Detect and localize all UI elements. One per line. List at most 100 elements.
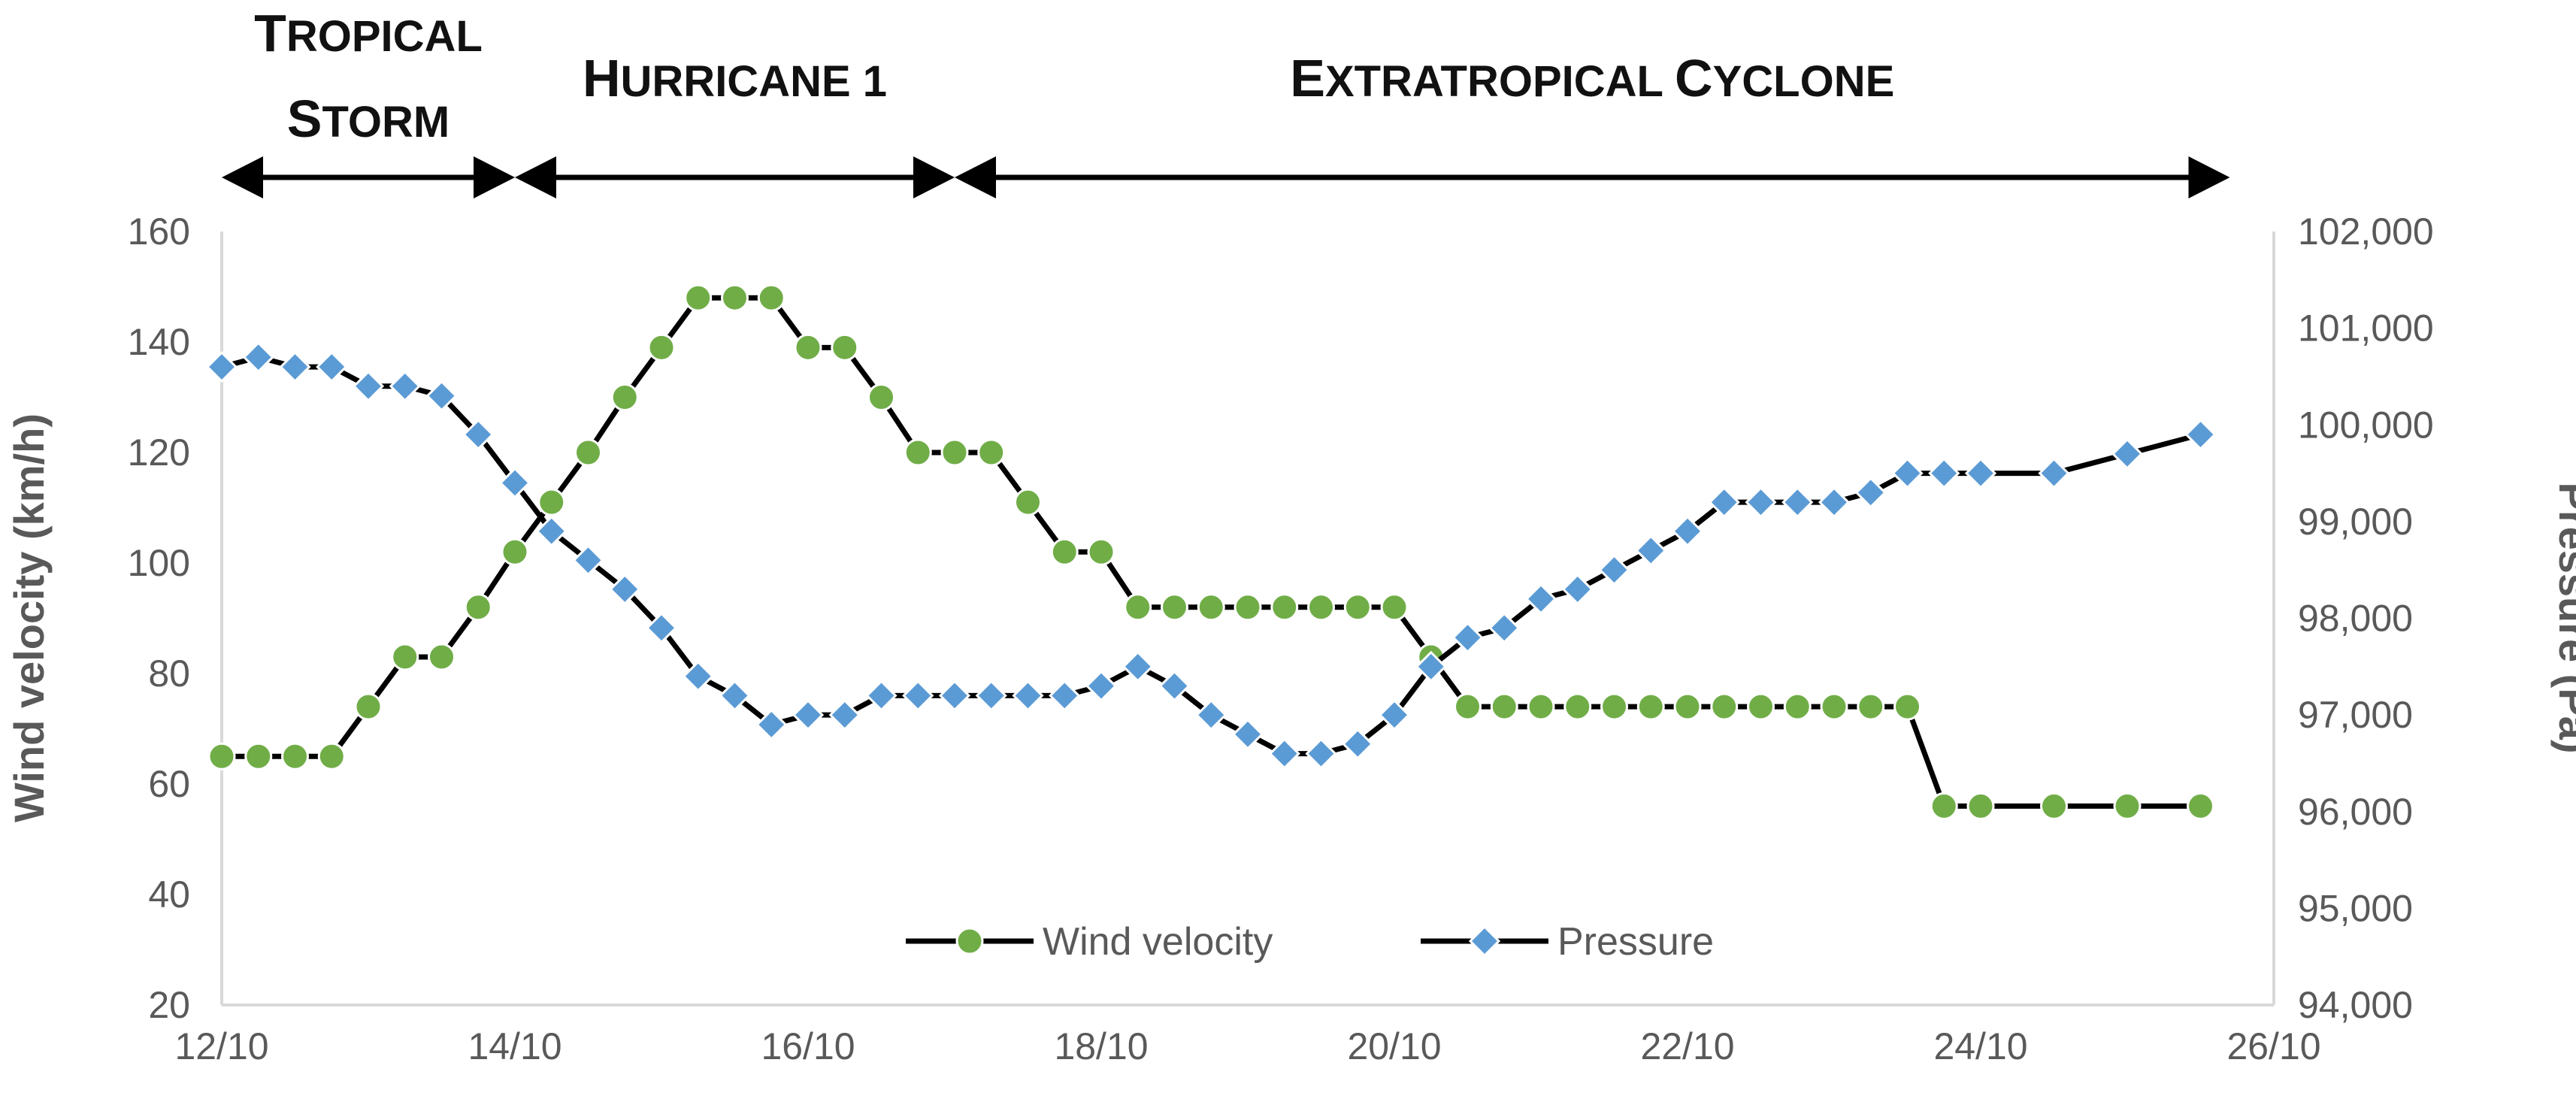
x-tick-label: 14/10 xyxy=(468,1025,562,1067)
wind-velocity-point xyxy=(1197,593,1225,622)
pressure-point xyxy=(1745,486,1777,519)
wind-velocity-point xyxy=(1527,692,1555,721)
stage-title: STORM xyxy=(287,89,450,148)
pressure-point xyxy=(938,680,971,712)
x-tick-label: 20/10 xyxy=(1347,1025,1441,1067)
pressure-point xyxy=(1964,457,1997,489)
wind-velocity-point xyxy=(1343,593,1372,622)
stage-arrow-head-left xyxy=(955,156,996,198)
wind-velocity-point xyxy=(904,438,932,467)
stage-arrow-head-right xyxy=(474,156,515,198)
storm-stage-annotations: TROPICAL STORM HURRICANE 1 EXTRATROPICAL CY… xyxy=(222,4,2230,198)
wind-velocity-point xyxy=(464,593,492,622)
left-tick-label: 120 xyxy=(128,431,190,474)
pressure-point xyxy=(425,380,458,412)
right-tick-label: 100,000 xyxy=(2298,404,2434,446)
left-tick-label: 80 xyxy=(148,652,190,695)
wind-velocity-point xyxy=(1857,692,1885,721)
wind-velocity-point xyxy=(1490,692,1518,721)
wind-velocity-point xyxy=(391,643,419,671)
left-tick-label: 100 xyxy=(128,542,190,584)
pressure-point xyxy=(1049,680,1081,712)
pressure-point xyxy=(389,370,421,402)
wind-velocity-point xyxy=(1234,593,1262,622)
left-axis-title: Wind velocity (km/h) xyxy=(5,413,53,822)
right-axis-title: Pressure (Pa) xyxy=(2550,482,2576,753)
pressure-point xyxy=(498,467,531,499)
left-tick-label: 60 xyxy=(148,763,190,805)
pressure-point xyxy=(1708,486,1740,519)
pressure-point xyxy=(1415,650,1447,683)
pressure-point xyxy=(2184,418,2217,451)
pressure-point xyxy=(1451,622,1484,654)
wind-velocity-point xyxy=(1747,692,1775,721)
legend-label-wind-velocity: Wind velocity xyxy=(1043,920,1273,964)
pressure-point xyxy=(719,680,751,712)
pressure-point xyxy=(682,660,714,692)
legend-label-pressure: Pressure xyxy=(1557,920,1714,964)
x-tick-label: 16/10 xyxy=(761,1025,855,1067)
wind-velocity-point xyxy=(794,333,822,362)
x-tick-label: 18/10 xyxy=(1054,1025,1148,1067)
wind-velocity-point xyxy=(2040,792,2068,820)
right-tick-label: 102,000 xyxy=(2298,210,2434,253)
pressure-point xyxy=(316,350,348,383)
pressure-point xyxy=(1561,573,1594,606)
pressure-point xyxy=(865,680,898,712)
x-tick-label: 12/10 xyxy=(174,1025,268,1067)
left-axis-ticks: 20 40 60 80 100 120 140 160 xyxy=(128,210,190,1026)
wind-velocity-point xyxy=(647,333,676,362)
pressure-point xyxy=(1891,457,1924,489)
pressure-point xyxy=(1854,477,1887,509)
pressure-point xyxy=(645,612,678,644)
wind-velocity-point xyxy=(1124,593,1152,622)
pressure-point xyxy=(1195,699,1227,731)
pressure-point xyxy=(609,573,641,606)
x-tick-label: 24/10 xyxy=(1933,1025,2027,1067)
pressure-point xyxy=(462,418,495,451)
pressure-point xyxy=(242,341,274,374)
pressure-point xyxy=(1635,534,1667,567)
wind-velocity-point xyxy=(1161,593,1188,622)
pressure-point xyxy=(1928,457,1960,489)
wind-velocity-point xyxy=(428,643,456,671)
wind-velocity-point xyxy=(281,742,309,770)
stage-arrow-head-left xyxy=(222,156,263,198)
pressure-point xyxy=(828,699,861,731)
right-tick-label: 98,000 xyxy=(2298,598,2413,640)
pressure-point xyxy=(1598,554,1630,586)
wind-velocity-line xyxy=(222,295,2201,809)
wind-velocity-point xyxy=(1966,792,1995,820)
left-tick-label: 20 xyxy=(148,984,190,1026)
wind-velocity-point xyxy=(977,438,1006,467)
pressure-point xyxy=(1305,737,1337,770)
wind-velocity-point xyxy=(354,692,383,721)
pressure-point xyxy=(1342,728,1374,760)
stage-arrow-head-left xyxy=(515,156,556,198)
wind-velocity-point xyxy=(610,383,639,411)
pressure-point xyxy=(535,515,568,547)
pressure-point xyxy=(352,370,385,402)
wind-velocity-point xyxy=(1636,692,1665,721)
wind-velocity-point xyxy=(1820,692,1848,721)
stage-title: EXTRATROPICAL CYCLONE xyxy=(1290,49,1894,107)
legend: Wind velocity Pressure xyxy=(906,920,1714,964)
wind-velocity-point xyxy=(1014,488,1042,516)
right-tick-label: 97,000 xyxy=(2298,694,2413,736)
pressure-point xyxy=(1158,670,1191,702)
pressure-point xyxy=(1378,699,1411,731)
pressure-point xyxy=(1488,612,1521,644)
x-axis-ticks: 12/10 14/10 16/10 18/10 20/10 22/10 24/10 26/10 xyxy=(174,1025,2320,1067)
wind-velocity-point xyxy=(1710,692,1739,721)
wind-velocity-point xyxy=(1563,692,1592,721)
stage-arrow-head-right xyxy=(2188,156,2230,198)
pressure-point xyxy=(2111,437,2144,470)
right-tick-label: 101,000 xyxy=(2298,307,2434,350)
pressure-point xyxy=(279,350,311,383)
pressure-point xyxy=(1818,486,1851,519)
wind-velocity-point xyxy=(501,537,529,566)
pressure-point xyxy=(205,350,238,383)
pressure-point xyxy=(975,680,1007,712)
pressure-point xyxy=(1268,737,1300,770)
pressure-point xyxy=(902,680,934,712)
